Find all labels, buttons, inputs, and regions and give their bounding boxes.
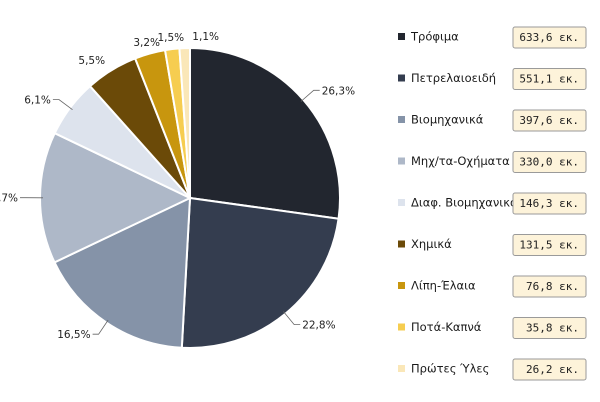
percent-label: 6,1% xyxy=(24,95,51,107)
value-label: 633,6 εκ. xyxy=(519,31,579,44)
percent-label: 26,3% xyxy=(322,85,355,97)
percent-label: 3,2% xyxy=(133,37,160,49)
percent-labels: 26,3% 22,8% 16,5% 13,7% 6,1% 5,5% 3,2%1,5% 1,1% xyxy=(0,31,355,341)
value-box xyxy=(512,151,587,173)
legend-swatch xyxy=(398,74,405,82)
value-label: 131,5 εκ. xyxy=(519,239,579,252)
percent-label: 1,5% xyxy=(157,32,184,44)
value-box xyxy=(512,109,587,132)
leader-line xyxy=(92,319,109,335)
legend-swatch xyxy=(398,240,405,248)
value-label: 146,3 εκ. xyxy=(519,197,579,210)
value-label: 76,8 εκ. xyxy=(526,280,579,293)
leader-line xyxy=(300,89,320,102)
value-label: 35,8 εκ. xyxy=(526,322,579,335)
legend-swatch xyxy=(398,157,405,165)
legend-label: Πρώτες Ύλες xyxy=(411,362,489,376)
leader-line xyxy=(52,99,73,111)
legend-label: Τρόφιμα xyxy=(410,30,459,44)
legend-label: Διαφ. Βιομηχανικά xyxy=(411,196,518,210)
value-box xyxy=(512,358,587,381)
value-label: 26,2 εκ. xyxy=(526,363,579,376)
value-box xyxy=(512,234,587,256)
value-box xyxy=(512,26,587,49)
pie-slice xyxy=(178,46,191,199)
value-box xyxy=(512,68,587,90)
legend-label: Πετρελαιοειδή xyxy=(411,71,496,85)
legend-swatch xyxy=(398,323,405,331)
pie-slices xyxy=(39,46,341,349)
value-box xyxy=(512,317,587,339)
value-box xyxy=(512,192,587,215)
leader-lines xyxy=(20,89,320,335)
value-label: 551,1 εκ. xyxy=(519,73,579,86)
percent-label: 22,8% xyxy=(302,320,335,332)
value-label: 330,0 εκ. xyxy=(519,156,579,169)
legend-swatch xyxy=(398,33,405,40)
legend-swatch xyxy=(398,199,405,206)
legend: Τρόφιμα 633,6 εκ. Πετρελαιοειδή 551,1 εκ. Βι… xyxy=(398,26,587,381)
legend-label: Μηχ/τα-Οχήματα xyxy=(411,154,510,168)
percent-label: 16,5% xyxy=(57,329,90,341)
legend-label: Βιομηχανικά xyxy=(411,113,484,127)
percent-label: 13,7% xyxy=(0,193,18,205)
value-label: 397,6 εκ. xyxy=(519,114,579,127)
leader-line xyxy=(283,311,301,326)
legend-label: Λίπη-Έλαια xyxy=(411,279,476,293)
percent-label: 5,5% xyxy=(78,55,105,67)
legend-swatch xyxy=(398,282,405,289)
pie-slice xyxy=(189,46,341,220)
legend-label: Χημικά xyxy=(411,237,452,251)
legend-swatch xyxy=(398,116,405,123)
percent-label: 1,1% xyxy=(192,31,219,43)
legend-label: Ποτά-Καπνά xyxy=(411,320,482,334)
legend-swatch xyxy=(398,365,405,372)
value-box xyxy=(512,275,587,298)
